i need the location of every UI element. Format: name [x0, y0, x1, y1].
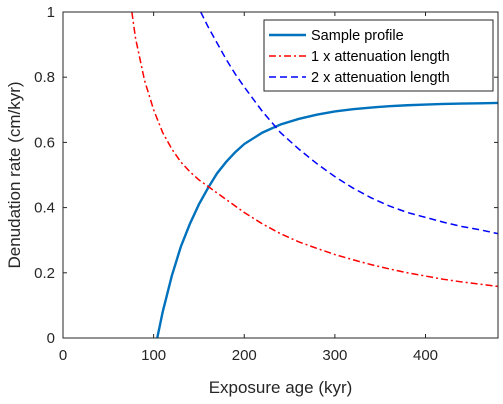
x-tick-label: 300 — [322, 347, 347, 364]
ticks-layer: 0 100 200 300 400 0 0.2 0.4 0.6 0.8 1 — [34, 4, 498, 364]
y-tick-label: 0 — [47, 330, 55, 347]
y-tick-label: 0.6 — [34, 134, 55, 151]
y-tick-label: 0.8 — [34, 69, 55, 86]
plot-frame — [62, 11, 499, 339]
y-tick-label: 1 — [47, 4, 55, 21]
series-layer — [131, 12, 498, 338]
series-line-1 — [156, 101, 498, 338]
x-tick-label: 0 — [59, 347, 67, 364]
x-tick-label: 200 — [232, 347, 257, 364]
x-tick-label: 400 — [413, 347, 438, 364]
series-line-2 — [131, 12, 498, 288]
legend-label-1: Sample profile — [311, 28, 404, 44]
legend-label-2: 1 x attenuation length — [311, 49, 450, 65]
legend: Sample profile 1 x attenuation length 2 x … — [263, 19, 494, 92]
series-line-3 — [200, 12, 498, 235]
y-tick-label: 0.4 — [34, 200, 55, 217]
y-axis-label: Denudation rate (cm/kyr) — [5, 81, 24, 268]
x-tick-label: 100 — [141, 347, 166, 364]
y-tick-label: 0.2 — [34, 265, 55, 282]
legend-label-3: 2 x attenuation length — [311, 70, 450, 86]
x-axis-label: Exposure age (kyr) — [209, 378, 353, 397]
